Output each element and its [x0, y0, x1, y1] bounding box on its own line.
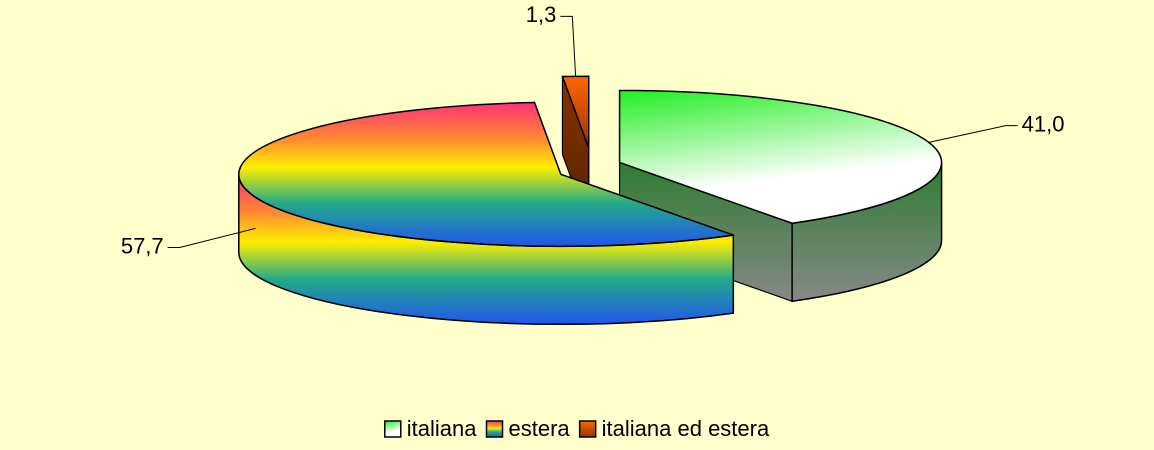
legend-item: italiana: [384, 416, 477, 441]
leader-line: [560, 15, 577, 77]
data-label: 41,0: [1022, 111, 1065, 136]
legend-swatch: [485, 420, 504, 438]
leader-line: [167, 227, 256, 248]
leader-line: [928, 125, 1018, 143]
legend-label: estera: [509, 416, 571, 441]
data-label: 1,3: [526, 2, 557, 27]
legend-swatch: [578, 420, 597, 438]
legend: italiana estera italiana ed estera: [384, 416, 770, 441]
legend-item: estera: [485, 416, 571, 441]
legend-label: italiana: [407, 416, 477, 441]
legend-item: italiana ed estera: [578, 416, 770, 441]
legend-swatch: [384, 420, 402, 438]
legend-label: italiana ed estera: [602, 416, 770, 441]
slice: [238, 101, 734, 248]
data-label: 57,7: [121, 233, 164, 258]
pie: 1,3 41,0 57,7: [121, 2, 1065, 326]
